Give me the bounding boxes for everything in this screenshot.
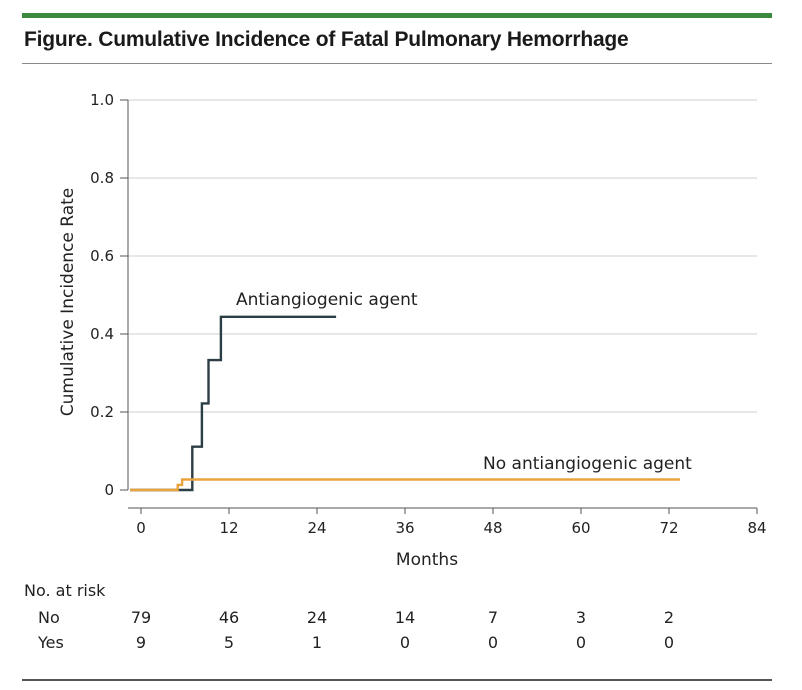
at-risk-value: 0 <box>488 633 498 652</box>
grid-lines <box>128 99 757 413</box>
x-tick-label: 0 <box>136 519 146 537</box>
series-label-antiangiogenic: Antiangiogenic agent <box>236 290 418 310</box>
title-divider <box>22 63 772 64</box>
at-risk-value: 7 <box>488 608 498 627</box>
at-risk-value: 0 <box>664 633 674 652</box>
x-tick-label: 84 <box>747 519 766 537</box>
x-tick-label: 72 <box>659 519 678 537</box>
series-label-no-antiangiogenic: No antiangiogenic agent <box>483 454 692 474</box>
x-tick-label: 48 <box>483 519 502 537</box>
at-risk-header: No. at risk <box>24 581 106 600</box>
at-risk-value: 5 <box>224 633 234 652</box>
at-risk-value: 24 <box>307 608 327 627</box>
y-tick-label: 0.4 <box>90 325 114 343</box>
number-at-risk-table: No. at risk No Yes 79 46 24 14 7 3 2 9 5 1 0 0 0 0 <box>24 581 674 652</box>
x-tick-label: 60 <box>571 519 590 537</box>
at-risk-value: 0 <box>400 633 410 652</box>
x-tick-label: 36 <box>395 519 414 537</box>
figure-title: Figure. Cumulative Incidence of Fatal Pu… <box>24 28 629 51</box>
x-tick-label: 24 <box>307 519 326 537</box>
y-axis-label: Cumulative Incidence Rate <box>58 188 78 417</box>
at-risk-row-label-no: No <box>38 608 60 627</box>
y-tick-label: 1.0 <box>90 91 114 109</box>
at-risk-value: 0 <box>576 633 586 652</box>
at-risk-value: 3 <box>576 608 586 627</box>
series-labels: Antiangiogenic agent No antiangiogenic a… <box>236 290 692 474</box>
at-risk-value: 2 <box>664 608 674 627</box>
at-risk-value: 79 <box>131 608 151 627</box>
x-tick-label: 12 <box>219 519 238 537</box>
series-line-no-antiangiogenic <box>130 478 680 492</box>
axes: 0 0.2 0.4 0.6 0.8 1.0 0 12 24 36 48 60 72 84 <box>90 91 766 537</box>
y-tick-label: 0.6 <box>90 247 114 265</box>
y-tick-label: 0.2 <box>90 403 114 421</box>
at-risk-value: 1 <box>312 633 322 652</box>
y-tick-label: 0.8 <box>90 169 114 187</box>
at-risk-row-label-yes: Yes <box>37 633 64 652</box>
at-risk-value: 9 <box>136 633 146 652</box>
series-line-antiangiogenic <box>130 315 337 492</box>
bottom-divider <box>22 679 772 681</box>
y-tick-label: 0 <box>104 481 114 499</box>
at-risk-value: 14 <box>395 608 415 627</box>
series-lines <box>130 315 680 492</box>
x-axis-label: Months <box>396 550 458 570</box>
at-risk-value: 46 <box>219 608 239 627</box>
title-accent-bar <box>22 13 772 18</box>
